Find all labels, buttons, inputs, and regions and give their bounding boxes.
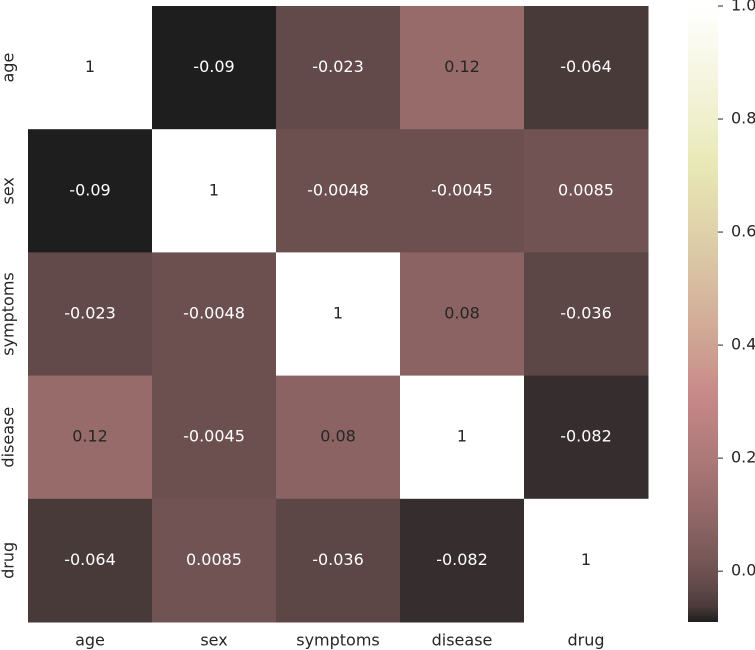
x-tick-label: drug [567, 631, 604, 650]
cell-label: 0.08 [444, 304, 480, 323]
heatmap-cell [152, 6, 277, 130]
heatmap-cell [400, 6, 525, 130]
heatmap-cell [524, 375, 649, 500]
heatmap-cell [28, 498, 153, 623]
colorbar-tick-label: 0.8 [731, 109, 755, 128]
cell-label: 0.08 [320, 427, 356, 446]
heatmap-cell [152, 498, 277, 623]
x-tick-label: symptoms [296, 631, 380, 650]
colorbar [688, 6, 718, 622]
heatmap-cell [524, 498, 649, 623]
cell-label: -0.082 [436, 550, 488, 569]
heatmap-cell [152, 129, 277, 253]
heatmap-cell [28, 252, 153, 377]
y-tick-label: symptoms [0, 272, 18, 356]
cell-label: 1 [333, 304, 343, 323]
cell-label: -0.082 [560, 427, 612, 446]
x-tick-label: age [75, 631, 105, 650]
y-tick-label: disease [0, 407, 18, 468]
heatmap-cell [524, 129, 649, 253]
colorbar-tick-label: 0.4 [731, 335, 755, 354]
y-tick-label: drug [0, 542, 18, 579]
cell-label: -0.064 [560, 57, 612, 76]
cell-label: -0.036 [560, 304, 612, 323]
cell-label: 0.0085 [186, 550, 242, 569]
y-tick-label: age [0, 53, 18, 83]
heatmap [28, 6, 649, 623]
heatmap-cell [400, 375, 525, 500]
cell-label: -0.0045 [183, 427, 245, 446]
cell-label: 0.0085 [558, 180, 614, 199]
cell-label: -0.09 [69, 180, 110, 199]
heatmap-cell [524, 252, 649, 377]
cell-label: 0.12 [444, 57, 480, 76]
cell-label: -0.023 [312, 57, 364, 76]
colorbar-tick-label: 1.0 [731, 0, 755, 15]
cell-label: 1 [457, 427, 467, 446]
cell-label: -0.064 [64, 550, 116, 569]
colorbar-tick-label: 0.2 [731, 448, 755, 467]
colorbar-tick-label: 0.0 [731, 561, 755, 580]
heatmap-cell [400, 498, 525, 623]
cell-label: -0.0048 [183, 304, 245, 323]
heatmap-cell [276, 129, 401, 253]
x-tick-label: sex [200, 631, 227, 650]
cell-label: -0.023 [64, 304, 116, 323]
cell-label: 1 [209, 180, 219, 199]
heatmap-cell [400, 252, 525, 377]
heatmap-cell [28, 375, 153, 500]
y-tick-label: sex [0, 177, 18, 204]
cell-label: -0.09 [193, 57, 234, 76]
cell-label: -0.0045 [431, 180, 493, 199]
heatmap-cell [276, 6, 401, 130]
heatmap-cell [152, 252, 277, 377]
heatmap-cell [276, 498, 401, 623]
colorbar-tick-label: 0.6 [731, 222, 755, 241]
heatmap-cell [28, 129, 153, 253]
x-tick-label: disease [432, 631, 493, 650]
cell-label: -0.0048 [307, 180, 369, 199]
cell-label: 1 [85, 57, 95, 76]
heatmap-cell [400, 129, 525, 253]
heatmap-cell [28, 6, 153, 130]
heatmap-cell [152, 375, 277, 500]
cell-label: -0.036 [312, 550, 364, 569]
heatmap-cell [276, 375, 401, 500]
heatmap-cell [276, 252, 401, 377]
cell-label: 0.12 [72, 427, 108, 446]
cell-label: 1 [581, 550, 591, 569]
heatmap-cell [524, 6, 649, 130]
